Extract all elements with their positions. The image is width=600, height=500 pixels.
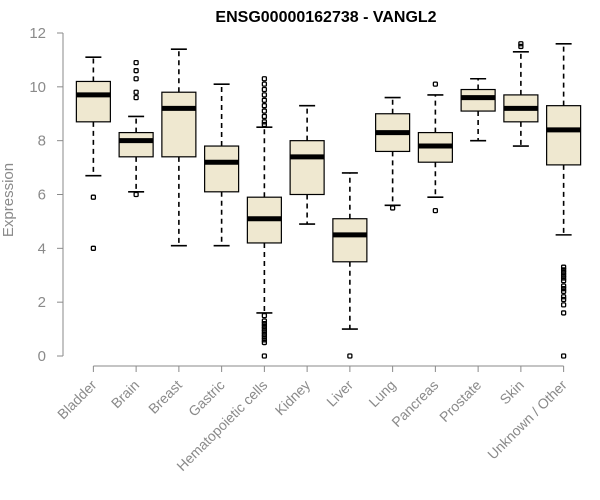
y-tick-label: 4 [38,240,46,257]
outlier-point [133,94,139,101]
outlier-point [261,318,268,324]
outlier-point [560,286,567,292]
y-axis-label: Expression [0,163,17,237]
outlier-point [432,207,439,214]
outlier-point [560,272,567,278]
outlier-point [90,194,97,200]
x-tick-label: Gastric [185,377,228,420]
outlier-point [560,310,567,316]
outlier-point [133,68,139,74]
outlier-point [347,353,353,359]
iqr-box [460,88,496,112]
x-tick-label: Bladder [54,377,100,423]
x-tick-label: Lung [365,377,398,410]
x-tick-label: Skin [496,377,527,408]
box-group-hematopoietic-cells [246,76,282,359]
outlier-point [261,113,268,120]
outlier-point [261,76,268,82]
outlier-point [560,288,567,295]
iqr-box [75,80,111,123]
x-tick-label: Pancreas [388,377,441,430]
outlier-point [261,337,268,343]
outlier-point [261,334,268,340]
y-tick-label: 10 [29,79,46,96]
outlier-point [133,59,139,66]
x-tick-label: Brain [108,377,142,411]
box-group-gastric [204,83,240,247]
outlier-point [133,89,139,95]
y-tick-label: 6 [38,187,46,204]
outlier-point [560,302,567,308]
outlier-point [560,296,567,303]
outlier-point [261,92,268,98]
iqr-box [161,91,197,158]
outlier-point [518,43,524,50]
box-group-brain [118,59,154,198]
box-group-prostate [460,77,496,142]
outlier-point [261,353,268,359]
outlier-point [560,264,567,270]
outlier-point [518,41,524,47]
box-group-lung [375,96,411,211]
iqr-box [332,218,368,263]
outlier-point [432,81,439,87]
outlier-point [261,119,268,125]
iqr-box [546,105,582,166]
outlier-point [261,323,268,330]
y-tick-label: 2 [38,294,46,311]
y-tick-label: 8 [38,133,46,150]
outlier-point [261,81,268,87]
outlier-point [560,269,567,276]
iqr-box [289,140,325,196]
x-tick-label: Kidney [272,377,314,419]
box-group-pancreas [417,81,453,214]
x-tick-label: Breast [145,377,185,417]
outlier-point [261,103,268,109]
outlier-point [560,267,567,273]
chart-title: ENSG00000162738 - VANGL2 [215,9,436,26]
outlier-point [133,76,139,82]
outlier-point [389,205,396,211]
outlier-point [261,331,268,338]
y-axis: 0 2 4 6 8 10 12 [29,25,64,365]
box-group-bladder [75,56,111,251]
outlier-point [560,353,567,359]
outlier-point [261,312,268,319]
outlier-point [261,86,268,93]
outlier-point [560,275,567,281]
y-tick-label: 0 [38,348,46,365]
box-group-unknown-other [546,42,582,359]
box-group-liver [332,172,368,359]
y-tick-label: 12 [29,25,46,42]
iqr-box [118,131,154,158]
outlier-point [560,277,567,284]
box-group-skin [503,41,539,147]
x-tick-label: Liver [323,377,356,410]
box-group-breast [161,48,197,247]
outlier-point [560,283,567,289]
outlier-point [90,245,97,251]
iqr-box [204,145,240,193]
outlier-point [261,329,268,335]
outlier-point [133,191,139,198]
x-tick-label: Unknown / Other [484,377,570,463]
x-tick-label: Prostate [436,377,484,425]
outlier-point [261,121,268,128]
outlier-point [560,294,567,300]
outlier-point [261,97,268,103]
outlier-point [261,339,268,346]
box-group-kidney [289,104,325,225]
outlier-point [261,326,268,332]
outlier-point [261,108,268,114]
boxes-group [75,41,582,359]
outlier-point [261,321,268,327]
